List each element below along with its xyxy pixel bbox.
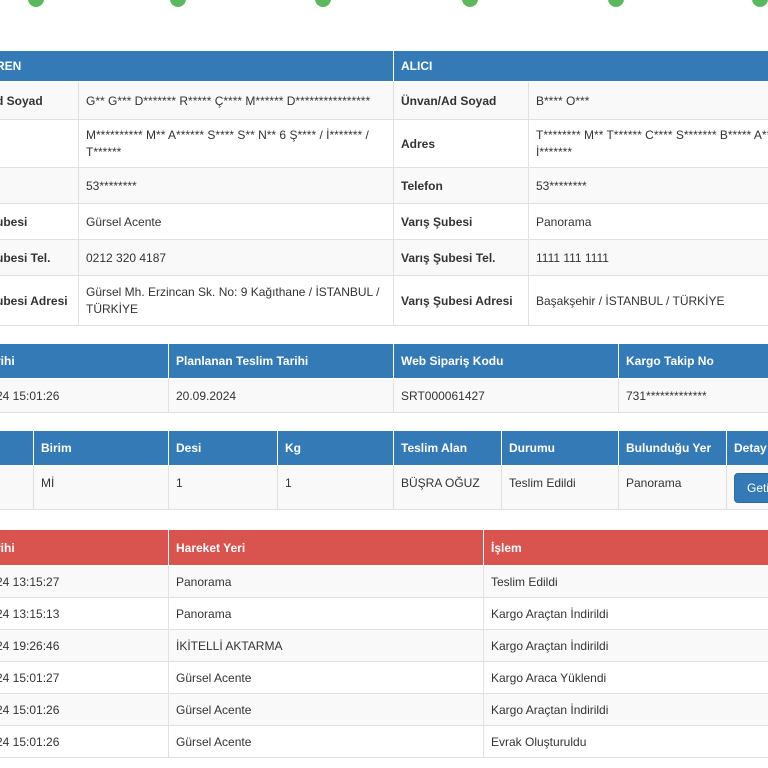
tracking-number-value: 731*************	[618, 378, 768, 413]
origin-branch-label: ubesi	[0, 203, 79, 240]
origin-branch-address-label: ubesi Adresi	[0, 275, 79, 326]
step-done-icon	[462, 0, 478, 7]
receiver-address-value: T******** M** T****** C**** S******* B**…	[528, 119, 768, 168]
movement-place-header: Hareket Yeri	[168, 529, 484, 566]
movement-action: Teslim Edildi	[483, 565, 768, 598]
web-order-code-header: Web Sipariş Kodu	[393, 343, 619, 379]
unit-value: Mİ	[33, 465, 169, 510]
movement-place: Gürsel Acente	[168, 661, 484, 694]
movement-action: Kargo Araçtan İndirildi	[483, 597, 768, 630]
receiver-phone-label: Telefon	[393, 167, 529, 204]
kg-header: Kg	[277, 430, 394, 466]
movement-place: Gürsel Acente	[168, 693, 484, 726]
desi-value: 1	[168, 465, 278, 510]
sender-phone-value: 53********	[78, 167, 394, 204]
planned-delivery-value: 20.09.2024	[168, 378, 394, 413]
parties-table: REN ALICI d Soyad G** G*** D******* R***…	[0, 50, 768, 326]
step-done-icon	[608, 0, 624, 7]
movement-place: Panorama	[168, 565, 484, 598]
desi-header: Desi	[168, 430, 278, 466]
web-order-code-value: SRT000061427	[393, 378, 619, 413]
shipment-date-header: rihi	[0, 343, 169, 379]
movement-action: Kargo Araca Yüklendi	[483, 661, 768, 694]
origin-branch-phone-value: 0212 320 4187	[78, 239, 394, 276]
origin-branch-value: Gürsel Acente	[78, 203, 394, 240]
shipment-date-value: 24 15:01:26	[0, 378, 169, 413]
destination-branch-address-value: Başakşehir / İSTANBUL / TÜRKİYE	[528, 275, 768, 326]
receiver-phone-value: 53********	[528, 167, 768, 204]
sender-address-label	[0, 119, 79, 168]
movement-action-header: İşlem	[483, 529, 768, 566]
destination-branch-value: Panorama	[528, 203, 768, 240]
status-header: Durumu	[501, 430, 619, 466]
destination-branch-label: Varış Şubesi	[393, 203, 529, 240]
table-row: 24 15:01:27 Gürsel Acente Kargo Araca Yü…	[0, 661, 768, 694]
movement-place: Panorama	[168, 597, 484, 630]
movement-place: Gürsel Acente	[168, 725, 484, 758]
movement-date: 24 13:15:13	[0, 597, 169, 630]
status-value: Teslim Edildi	[501, 465, 619, 510]
tracking-number-header: Kargo Takip No	[618, 343, 768, 379]
receiver-header: ALICI	[393, 50, 768, 82]
step-done-icon	[315, 0, 331, 7]
table-row: 24 13:15:13 Panorama Kargo Araçtan İndir…	[0, 597, 768, 630]
package-table: Birim Desi Kg Teslim Alan Durumu Bulundu…	[0, 430, 768, 510]
table-row: 24 13:15:27 Panorama Teslim Edildi	[0, 565, 768, 598]
detail-cell: Geti	[726, 465, 768, 510]
package-col-0-value	[0, 465, 34, 510]
unit-header: Birim	[33, 430, 169, 466]
get-detail-button[interactable]: Geti	[734, 472, 768, 503]
table-row: 24 15:01:26 Gürsel Acente Evrak Oluşturu…	[0, 725, 768, 758]
movements-table: rihi Hareket Yeri İşlem 24 13:15:27 Pano…	[0, 529, 768, 758]
sender-header: REN	[0, 50, 394, 82]
detail-header: Detay	[726, 430, 768, 466]
receiver-address-label: Adres	[393, 119, 529, 168]
origin-branch-address-value: Gürsel Mh. Erzincan Sk. No: 9 Kağıthane …	[78, 275, 394, 326]
step-done-icon	[28, 0, 44, 7]
step-done-icon	[752, 0, 768, 7]
step-done-icon	[170, 0, 186, 7]
movement-date: 24 15:01:26	[0, 693, 169, 726]
movement-date: 24 15:01:27	[0, 661, 169, 694]
sender-name-label: d Soyad	[0, 81, 79, 120]
sender-address-value: M********** M** A****** S**** S** N** 6 …	[78, 119, 394, 168]
destination-branch-address-label: Varış Şubesi Adresi	[393, 275, 529, 326]
location-value: Panorama	[618, 465, 727, 510]
movement-date: 24 13:15:27	[0, 565, 169, 598]
movement-date-header: rihi	[0, 529, 169, 566]
sender-name-value: G** G*** D******* R***** Ç**** M****** D…	[78, 81, 394, 120]
movement-action: Kargo Araçtan İndirildi	[483, 629, 768, 662]
receiver-value: BÜŞRA OĞUZ	[393, 465, 502, 510]
planned-delivery-header: Planlanan Teslim Tarihi	[168, 343, 394, 379]
destination-branch-phone-value: 1111 111 1111	[528, 239, 768, 276]
sender-phone-label	[0, 167, 79, 204]
receiver-header: Teslim Alan	[393, 430, 502, 466]
destination-branch-phone-label: Varış Şubesi Tel.	[393, 239, 529, 276]
shipment-table: rihi Planlanan Teslim Tarihi Web Sipariş…	[0, 343, 768, 413]
table-row: 24 19:26:46 İKİTELLİ AKTARMA Kargo Araçt…	[0, 629, 768, 662]
receiver-name-label: Ünvan/Ad Soyad	[393, 81, 529, 120]
progress-steps	[0, 0, 768, 7]
receiver-name-value: B**** O***	[528, 81, 768, 120]
table-row: 24 15:01:26 Gürsel Acente Kargo Araçtan …	[0, 693, 768, 726]
kg-value: 1	[277, 465, 394, 510]
movement-action: Kargo Araçtan İndirildi	[483, 693, 768, 726]
movement-date: 24 15:01:26	[0, 725, 169, 758]
movement-action: Evrak Oluşturuldu	[483, 725, 768, 758]
movement-place: İKİTELLİ AKTARMA	[168, 629, 484, 662]
movement-date: 24 19:26:46	[0, 629, 169, 662]
location-header: Bulunduğu Yer	[618, 430, 727, 466]
origin-branch-phone-label: ubesi Tel.	[0, 239, 79, 276]
package-col-0-header	[0, 430, 34, 466]
